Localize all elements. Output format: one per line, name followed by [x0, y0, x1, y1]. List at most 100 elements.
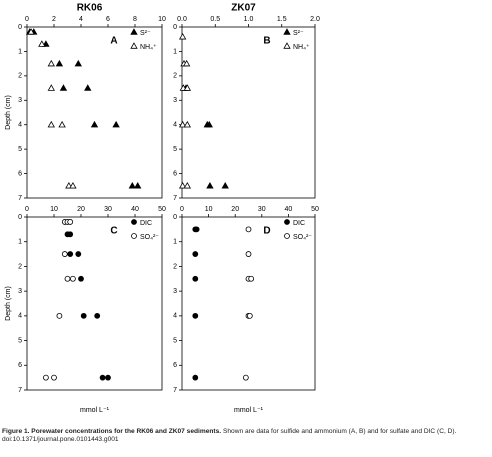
data-point [206, 181, 214, 189]
y-tick-label: 6 [18, 170, 22, 177]
y-axis-label: Depth (cm) [5, 286, 12, 321]
data-point [183, 84, 192, 91]
x-tick-label: 30 [104, 206, 112, 213]
x-tick-label: 0 [180, 206, 184, 213]
x-tick-label: 0.5 [210, 16, 220, 23]
data-point [74, 59, 82, 67]
data-point [67, 219, 74, 225]
y-tick-label: 6 [173, 170, 177, 177]
panel-label: B [263, 36, 270, 47]
legend-marker [131, 219, 137, 225]
x-axis-label: mmol L⁻¹ [80, 407, 110, 414]
y-tick-label: 7 [173, 387, 177, 394]
panel-label: D [263, 226, 270, 237]
y-tick-label: 1 [173, 239, 177, 246]
y-tick-label: 1 [18, 239, 22, 246]
data-point [183, 120, 192, 128]
x-tick-label: 50 [158, 206, 166, 213]
data-point [75, 251, 82, 257]
data-point [69, 181, 77, 189]
caption-doi: doi:10.1371/journal.pone.0101443.g001 [2, 436, 119, 443]
y-tick-label: 4 [173, 122, 177, 129]
y-tick-label: 4 [18, 313, 22, 320]
x-tick-label: 20 [77, 206, 85, 213]
y-axis-label: Depth (cm) [5, 95, 12, 130]
x-tick-label: 2 [52, 16, 56, 23]
x-tick-label: 50 [311, 206, 319, 213]
x-tick-label: 40 [285, 206, 293, 213]
data-point [183, 181, 192, 189]
plot-frame [26, 216, 163, 391]
data-point [80, 312, 87, 319]
y-tick-label: 3 [18, 97, 22, 104]
data-point [67, 251, 74, 257]
data-point [27, 28, 35, 35]
data-point [43, 374, 49, 381]
panel-label: A [110, 36, 117, 47]
y-tick-label: 5 [18, 337, 22, 344]
data-point [112, 120, 120, 128]
data-point [182, 59, 191, 67]
data-point [242, 374, 249, 381]
data-point [38, 40, 46, 47]
y-tick-label: 7 [18, 387, 22, 394]
y-tick-label: 2 [173, 73, 177, 80]
data-point [134, 181, 142, 189]
x-tick-label: 0.0 [177, 16, 187, 23]
x-tick-label: 0 [25, 16, 29, 23]
x-tick-label: 10 [158, 16, 166, 23]
x-tick-label: 1.0 [244, 16, 254, 23]
legend-label: NH₄⁺ [293, 44, 310, 51]
y-tick-label: 5 [173, 337, 177, 344]
y-tick-label: 3 [173, 288, 177, 295]
data-point [128, 181, 136, 189]
y-tick-label: 4 [18, 122, 22, 129]
legend-label: SO₄²⁻ [140, 234, 159, 241]
caption-text: Shown are data for sulfide and ammonium … [222, 428, 457, 435]
x-tick-label: 20 [231, 206, 239, 213]
plot-frame [181, 216, 316, 391]
legend-marker [283, 42, 291, 49]
plot-frame [26, 26, 163, 199]
data-point [192, 275, 199, 282]
x-tick-label: 40 [131, 206, 139, 213]
y-tick-label: 6 [173, 362, 177, 369]
data-point [47, 120, 55, 128]
data-point [59, 84, 68, 91]
data-point [55, 59, 64, 67]
data-point [58, 120, 66, 128]
x-tick-label: 8 [133, 16, 137, 23]
caption-label: Figure 1. Porewater concentrations for t… [2, 428, 222, 435]
x-tick-label: 6 [106, 16, 110, 23]
data-point [61, 251, 68, 257]
data-point [178, 32, 187, 40]
data-point [84, 84, 92, 91]
data-point [64, 275, 71, 282]
data-point [94, 312, 101, 319]
legend-label: S²⁻ [293, 30, 304, 37]
data-point [205, 120, 213, 128]
data-point [67, 231, 74, 238]
legend-marker [284, 219, 290, 225]
x-tick-label: 10 [50, 206, 58, 213]
legend-marker [130, 42, 138, 49]
legend-marker [284, 233, 290, 239]
legend-marker [130, 28, 138, 35]
data-point [47, 59, 55, 67]
caption: Figure 1. Porewater concentrations for t… [2, 428, 490, 444]
data-point [245, 251, 252, 257]
data-point [192, 312, 199, 319]
legend-marker [131, 233, 137, 239]
legend-label: DIC [140, 220, 152, 227]
y-tick-label: 5 [18, 146, 22, 153]
legend-marker [283, 28, 291, 35]
y-tick-label: 6 [18, 362, 22, 369]
data-point [246, 312, 253, 319]
y-tick-label: 0 [18, 214, 22, 221]
panel-title: ZK07 [231, 3, 256, 14]
y-tick-label: 0 [18, 24, 22, 31]
legend-label: S²⁻ [140, 30, 151, 37]
x-tick-label: 10 [205, 206, 213, 213]
